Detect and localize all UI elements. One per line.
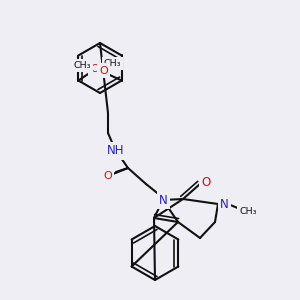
Text: CH₃: CH₃ bbox=[239, 208, 257, 217]
Text: O: O bbox=[103, 171, 112, 181]
Text: N: N bbox=[220, 197, 228, 211]
Text: N: N bbox=[159, 194, 167, 206]
Text: O: O bbox=[201, 176, 211, 188]
Text: CH₃: CH₃ bbox=[74, 61, 92, 70]
Text: NH: NH bbox=[107, 145, 125, 158]
Text: H: H bbox=[103, 171, 111, 181]
Text: CH₃: CH₃ bbox=[103, 59, 121, 68]
Text: O: O bbox=[90, 64, 99, 74]
Text: O: O bbox=[99, 65, 108, 76]
